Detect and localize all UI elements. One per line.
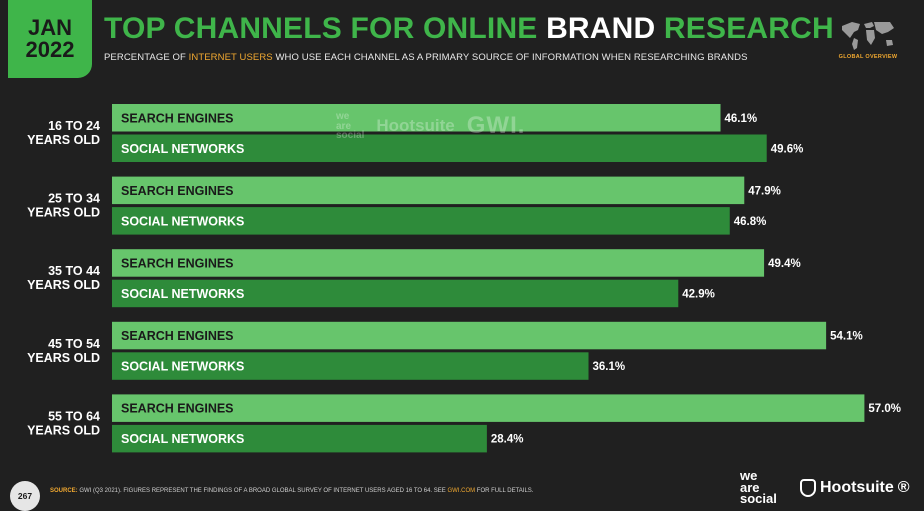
group-label-line: 55 TO 64 xyxy=(48,409,100,423)
group-label: 25 TO 34 YEARS OLD xyxy=(27,192,100,220)
data-label: 47.9% xyxy=(748,185,781,197)
data-label: 46.1% xyxy=(725,113,758,125)
title-accent: BRAND xyxy=(546,12,656,45)
bar xyxy=(112,279,679,308)
date-month: JAN xyxy=(27,14,72,40)
bar-label: SOCIAL NETWORKS xyxy=(121,287,244,301)
group-label-line: YEARS OLD xyxy=(27,206,100,220)
data-label: 49.6% xyxy=(771,143,804,155)
bar xyxy=(112,424,487,453)
bar xyxy=(112,394,865,422)
source-end: FOR FULL DETAILS. xyxy=(475,488,534,494)
bar-label: SEARCH ENGINES xyxy=(121,329,234,343)
bar xyxy=(112,207,730,235)
source-text: GWI (Q3 2021). FIGURES REPRESENT THE FIN… xyxy=(77,488,448,494)
bar xyxy=(112,352,589,380)
logo-was-line-3: social xyxy=(740,491,777,507)
group-label: 55 TO 64 YEARS OLD xyxy=(27,409,100,437)
global-overview-badge: GLOBAL OVERVIEW xyxy=(826,18,910,74)
group-label-line: YEARS OLD xyxy=(27,351,100,365)
hootsuite-logo-text: Hootsuite xyxy=(820,479,894,496)
we-are-social-logo: we are social xyxy=(740,468,777,507)
bar xyxy=(112,134,767,162)
bar-label: SEARCH ENGINES xyxy=(121,256,234,270)
title-main: TOP CHANNELS FOR ONLINE xyxy=(104,12,547,45)
logo-was-line-1: we xyxy=(740,468,758,483)
data-label: 42.9% xyxy=(682,288,715,300)
bar-label: SEARCH ENGINES xyxy=(121,402,234,416)
bar xyxy=(112,104,721,132)
bar-label: SOCIAL NETWORKS xyxy=(121,432,244,446)
bar xyxy=(112,321,827,350)
page-title: TOP CHANNELS FOR ONLINE BRAND RESEARCH xyxy=(104,12,834,46)
global-overview-label: GLOBAL OVERVIEW xyxy=(838,54,898,60)
group-label: 35 TO 44 YEARS OLD xyxy=(27,264,100,292)
data-label: 36.1% xyxy=(593,361,626,373)
group-label-line: 25 TO 34 xyxy=(48,192,100,206)
bar-label: SOCIAL NETWORKS xyxy=(121,142,244,156)
bar xyxy=(112,176,745,205)
data-label: 57.0% xyxy=(868,403,901,415)
date-year: 2022 xyxy=(25,37,75,62)
subtitle-highlight: INTERNET USERS xyxy=(188,52,273,63)
hootsuite-logo-reg: ® xyxy=(897,479,910,496)
data-label: 54.1% xyxy=(830,331,863,343)
data-label: 28.4% xyxy=(491,434,524,446)
source-note: SOURCE: GWI (Q3 2021). FIGURES REPRESENT… xyxy=(50,488,533,494)
group-label-line: 16 TO 24 xyxy=(48,119,100,133)
bar-label: SOCIAL NETWORKS xyxy=(121,214,244,228)
hootsuite-logo: Hootsuite ® xyxy=(800,479,910,497)
bar-label: SOCIAL NETWORKS xyxy=(121,360,244,374)
subtitle-pre: PERCENTAGE OF xyxy=(104,52,189,63)
source-label: SOURCE: xyxy=(50,488,78,494)
bar xyxy=(112,249,765,277)
group-label-line: YEARS OLD xyxy=(27,423,100,437)
bar-label: SEARCH ENGINES xyxy=(121,111,234,125)
bar-label: SEARCH ENGINES xyxy=(121,184,234,198)
group-label-line: YEARS OLD xyxy=(27,278,100,292)
page-number: 267 xyxy=(10,481,40,511)
group-label: 45 TO 54 YEARS OLD xyxy=(27,337,100,365)
group-label: 16 TO 24 YEARS OLD xyxy=(27,119,100,147)
data-label: 49.4% xyxy=(768,258,801,270)
source-link: GWI.COM xyxy=(447,488,476,494)
date-badge: JAN 2022 xyxy=(8,0,92,78)
logo-was-line-2: are xyxy=(740,479,760,495)
group-label-line: YEARS OLD xyxy=(27,133,100,147)
group-label-line: 35 TO 44 xyxy=(48,264,100,278)
data-label: 46.8% xyxy=(734,216,767,228)
owl-icon xyxy=(800,479,816,497)
page-subtitle: PERCENTAGE OF INTERNET USERS WHO USE EAC… xyxy=(104,52,748,63)
title-end: RESEARCH xyxy=(655,12,834,45)
subtitle-post: WHO USE EACH CHANNEL AS A PRIMARY SOURCE… xyxy=(272,52,748,63)
group-label-line: 45 TO 54 xyxy=(48,337,100,351)
world-map-icon xyxy=(842,22,894,50)
